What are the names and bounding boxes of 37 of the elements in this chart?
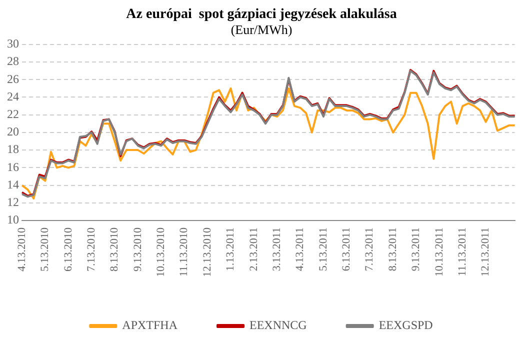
x-tick-label: 11.13.2011: [456, 228, 469, 276]
x-tick-label: 8.13.2011: [386, 228, 399, 272]
x-tick-label: 12.13.2011: [480, 228, 492, 277]
y-tick-label: 20: [7, 124, 19, 139]
y-tick-label: 22: [7, 106, 19, 121]
x-tick-label: 7.13.2011: [364, 228, 376, 272]
x-tick-label: 4.13.2011: [294, 228, 306, 272]
chart-subtitle: (Eur/MWh): [230, 22, 292, 38]
x-tick-label: 5.13.2010: [39, 227, 52, 272]
x-tick-label: 7.13.2010: [85, 227, 98, 272]
y-tick-label: 28: [7, 54, 19, 68]
x-tick-label: 9.13.2010: [132, 227, 144, 272]
x-tick-label: 10.13.2011: [433, 228, 446, 277]
legend-label: EEXNNCG: [250, 318, 308, 332]
y-tick-label: 10: [7, 212, 19, 227]
x-tick-label: 5.13.2011: [317, 228, 330, 272]
y-tick-label: 30: [7, 36, 19, 51]
x-tick-label: 6.13.2011: [340, 228, 353, 272]
y-tick-label: 14: [7, 177, 19, 192]
x-tick-label: 2.13.2011: [248, 228, 260, 272]
y-tick-label: 24: [7, 89, 19, 104]
y-tick-label: 26: [7, 72, 19, 86]
x-tick-label: 6.13.2010: [62, 227, 74, 272]
chart-title: Az európai spot gázpiaci jegyzések alakulása: [126, 7, 397, 22]
x-tick-label: 8.13.2010: [108, 227, 121, 272]
y-tick-label: 18: [7, 142, 19, 156]
x-tick-label: 11.13.2010: [178, 227, 190, 277]
y-tick-label: 16: [7, 160, 19, 174]
legend-label: EEXGSPD: [378, 318, 434, 332]
x-tick-label: 4.13.2010: [16, 227, 28, 272]
y-tick-label: 12: [7, 195, 19, 210]
x-tick-label: 12.13.2010: [201, 227, 214, 277]
legend-label: APXTFHA: [122, 318, 178, 332]
x-tick-label: 9.13.2011: [410, 228, 422, 272]
x-tick-label: 3.13.2011: [270, 228, 283, 272]
x-tick-label: 1.13.2011: [224, 228, 237, 272]
x-tick-label: 10.13.2010: [155, 227, 168, 277]
